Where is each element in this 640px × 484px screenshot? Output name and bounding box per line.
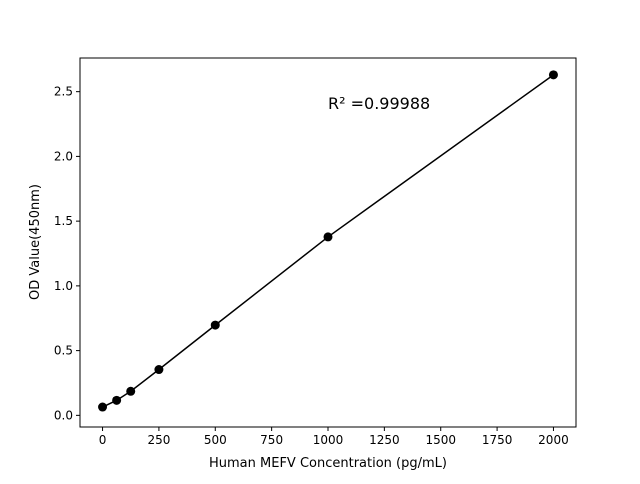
y-tick-label: 2.5 (54, 85, 73, 99)
data-point (548, 70, 558, 80)
data-point (210, 320, 220, 330)
y-tick-label: 2.0 (54, 149, 73, 163)
x-tick-label: 500 (204, 433, 227, 447)
x-axis: 0 250 500 750 1000 1250 1500 1750 2000 (99, 427, 569, 447)
data-point (154, 365, 164, 375)
x-tick-label: 2000 (538, 433, 569, 447)
x-tick-label: 1250 (369, 433, 400, 447)
series (98, 70, 558, 412)
x-tick-label: 1500 (425, 433, 456, 447)
data-point (323, 232, 333, 242)
data-point (126, 386, 136, 396)
plot-area (79, 57, 577, 428)
y-axis: 0.0 0.5 1.0 1.5 2.0 2.5 (54, 85, 80, 422)
x-tick-label: 250 (147, 433, 170, 447)
x-tick-label: 1000 (313, 433, 344, 447)
x-axis-label: Human MEFV Concentration (pg/mL) (209, 456, 447, 471)
y-axis-label: OD Value(450nm) (28, 184, 43, 300)
y-tick-label: 0.5 (54, 344, 73, 358)
r-squared-annotation: R² =0.99988 (328, 94, 430, 113)
y-tick-label: 1.5 (54, 214, 73, 228)
y-tick-label: 0.0 (54, 408, 73, 422)
x-tick-label: 1750 (482, 433, 513, 447)
y-tick-label: 1.0 (54, 279, 73, 293)
data-point (98, 402, 108, 412)
x-tick-label: 0 (99, 433, 107, 447)
data-point (112, 395, 122, 405)
x-tick-label: 750 (260, 433, 283, 447)
